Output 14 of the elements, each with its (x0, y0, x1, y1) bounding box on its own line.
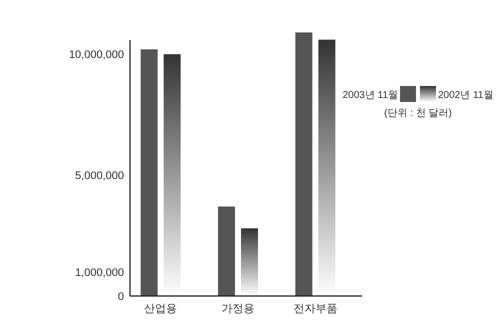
x-tick-label: 전자부품 (293, 303, 338, 315)
y-tick-label: 0 (118, 291, 124, 303)
y-tick-label: 5,000,000 (75, 170, 124, 182)
bar (218, 206, 235, 296)
x-tick-label: 가정용 (222, 303, 254, 315)
bar (241, 228, 258, 296)
y-tick-label: 10,000,000 (68, 49, 124, 62)
text: (단위 : 천 달러) (384, 108, 452, 119)
bar (140, 49, 158, 296)
y-tick-label: 1,000,000 (75, 266, 124, 279)
legend-label: 2002년 11월 (438, 90, 494, 101)
legend: 2003년 11월 2002년 11월 (342, 86, 494, 102)
bar (295, 32, 312, 296)
x-tick-label: 산업용 (144, 303, 178, 315)
